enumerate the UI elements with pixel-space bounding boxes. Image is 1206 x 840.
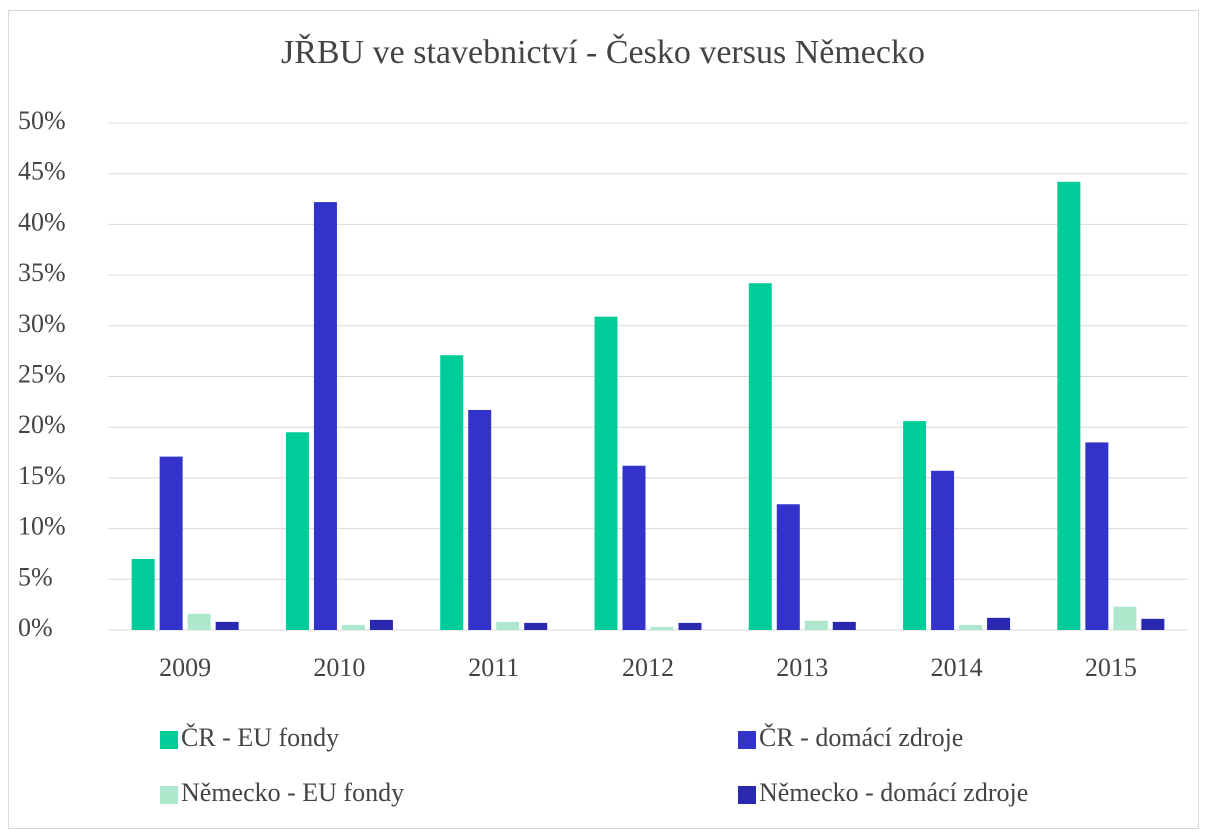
bar <box>496 621 520 630</box>
y-tick-label: 30% <box>18 309 66 338</box>
y-tick-label: 45% <box>18 157 66 186</box>
legend-label: ČR - EU fondy <box>181 723 339 752</box>
bar <box>215 621 239 630</box>
x-tick-label: 2015 <box>1085 653 1137 682</box>
y-tick-label: 35% <box>18 258 66 287</box>
bar <box>1085 442 1109 630</box>
bar <box>285 432 309 630</box>
bar <box>369 619 393 630</box>
bar <box>1141 618 1165 630</box>
bar <box>313 202 337 631</box>
bar <box>131 559 155 630</box>
bar <box>903 421 927 630</box>
chart-title: JŘBU ve stavebnictví - Česko versus Něme… <box>281 33 925 71</box>
legend-label: ČR - domácí zdroje <box>759 723 963 752</box>
bar <box>440 355 464 630</box>
legend-swatch <box>738 731 756 749</box>
bar <box>748 283 772 630</box>
bar <box>650 626 674 630</box>
bar <box>1057 181 1081 630</box>
x-tick-label: 2011 <box>468 653 519 682</box>
bar <box>959 624 983 630</box>
bar <box>832 621 856 630</box>
bar <box>678 622 702 630</box>
x-tick-label: 2009 <box>159 653 211 682</box>
legend-swatch <box>160 786 178 804</box>
y-tick-label: 40% <box>18 207 66 236</box>
y-tick-label: 25% <box>18 359 66 388</box>
x-tick-label: 2013 <box>776 653 828 682</box>
y-tick-label: 50% <box>18 106 66 135</box>
legend-swatch <box>738 786 756 804</box>
y-tick-label: 10% <box>18 512 66 541</box>
legend-label: Německo - EU fondy <box>181 778 404 807</box>
x-tick-label: 2014 <box>931 653 983 682</box>
bar <box>622 465 646 630</box>
bar <box>341 624 365 630</box>
y-tick-label: 0% <box>18 613 53 642</box>
bar <box>776 504 800 630</box>
legend-swatch <box>160 731 178 749</box>
bar <box>187 613 211 630</box>
bar <box>931 470 955 630</box>
legend-label: Německo - domácí zdroje <box>759 778 1028 807</box>
x-tick-label: 2012 <box>622 653 674 682</box>
bar <box>804 620 828 630</box>
bar <box>594 316 618 630</box>
bar <box>1113 606 1137 630</box>
bar <box>468 409 492 630</box>
y-tick-label: 20% <box>18 410 66 439</box>
bar <box>159 456 183 630</box>
x-tick-label: 2010 <box>313 653 365 682</box>
bar <box>524 622 548 630</box>
y-tick-label: 15% <box>18 461 66 490</box>
bar <box>987 617 1011 630</box>
y-tick-label: 5% <box>18 562 53 591</box>
